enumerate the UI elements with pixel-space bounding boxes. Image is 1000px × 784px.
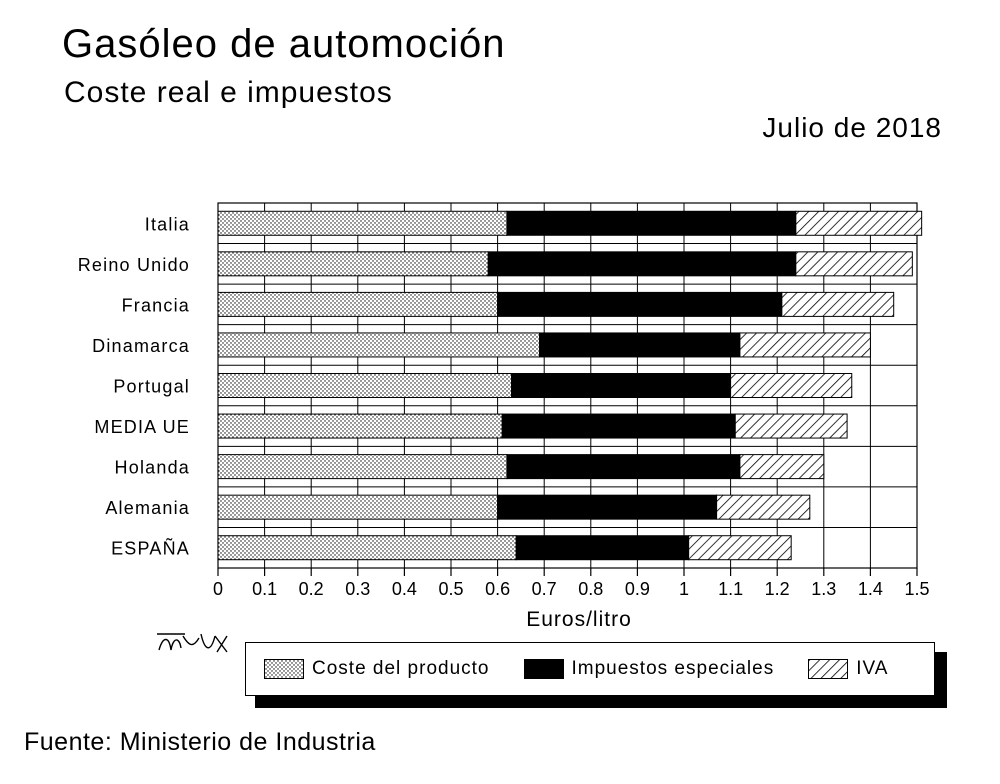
x-tick-label: 0.4 xyxy=(392,579,417,599)
x-tick-label: 0.5 xyxy=(438,579,463,599)
bar-segment-impuestos xyxy=(515,535,690,561)
bar-segment-coste xyxy=(217,413,503,439)
legend-label-iva: IVA xyxy=(856,658,889,679)
x-tick-label: 0.9 xyxy=(625,579,650,599)
bar-segment-impuestos xyxy=(497,494,718,520)
bar-segment-iva xyxy=(781,291,895,317)
source-note: Fuente: Ministerio de Industria xyxy=(24,728,376,756)
x-tick-label: 1 xyxy=(679,579,689,599)
category-label: Reino Unido xyxy=(78,255,190,275)
bar-segment-impuestos xyxy=(539,332,741,358)
legend-swatch-dotted xyxy=(264,659,304,679)
legend-label-impuestos: Impuestos especiales xyxy=(571,658,775,679)
x-tick-labels: 0 0.1 0.2 0.3 0.4 0.5 0.6 0.7 0.8 0.9 1 1.1 1.2 1.3 1.… xyxy=(213,579,930,599)
legend-label-coste: Coste del producto xyxy=(312,658,490,679)
category-label: MEDIA UE xyxy=(94,417,190,437)
legend-item-impuestos: Impuestos especiales xyxy=(523,658,775,680)
x-tick-label: 1.4 xyxy=(858,579,883,599)
x-tick-label: 0.6 xyxy=(485,579,510,599)
bar-chart: Italia Reino Unido Francia Dinamarca Portuga… xyxy=(78,202,930,631)
bar-segment-coste xyxy=(217,332,541,358)
signature-icon xyxy=(157,633,228,653)
bar-segment-iva xyxy=(739,454,825,480)
x-tick-label: 1.1 xyxy=(718,579,743,599)
bar-segment-iva xyxy=(795,210,923,236)
bar-segment-coste xyxy=(217,454,508,480)
bar-segment-coste xyxy=(217,210,508,236)
x-tick-label: 0.8 xyxy=(578,579,603,599)
bar-segment-iva xyxy=(730,373,853,398)
category-label: Holanda xyxy=(115,458,190,478)
bar-segment-iva xyxy=(739,332,871,358)
category-label: Alemania xyxy=(105,498,190,518)
legend: Coste del producto Impuestos especiales … xyxy=(245,642,935,696)
legend-item-coste: Coste del producto xyxy=(264,658,490,680)
bar-segment-impuestos xyxy=(506,454,741,480)
x-tick-label: 0.3 xyxy=(345,579,370,599)
x-tick-label: 0 xyxy=(213,579,223,599)
bar-segment-iva xyxy=(716,494,811,520)
bar-segment-coste xyxy=(217,373,513,398)
chart-subtitle: Coste real e impuestos xyxy=(64,76,393,109)
category-label: Italia xyxy=(145,214,190,234)
x-tick-label: 0.1 xyxy=(252,579,277,599)
x-tick-label: 0.2 xyxy=(299,579,324,599)
category-label: Dinamarca xyxy=(92,336,190,356)
x-tick-label: 1.5 xyxy=(904,579,929,599)
x-tick-label: 0.7 xyxy=(532,579,557,599)
bar-segment-coste xyxy=(217,291,499,317)
bar-segment-impuestos xyxy=(511,373,732,398)
bars xyxy=(217,210,923,561)
bar-segment-iva xyxy=(734,413,848,439)
category-label: Francia xyxy=(122,295,190,315)
chart-title: Gasóleo de automoción xyxy=(62,22,506,66)
bar-segment-coste xyxy=(217,494,499,520)
chart-date: Julio de 2018 xyxy=(762,112,942,143)
category-labels: Italia Reino Unido Francia Dinamarca Portuga… xyxy=(78,214,190,559)
bar-segment-impuestos xyxy=(487,251,797,277)
bar-segment-iva xyxy=(795,251,913,277)
category-label: Portugal xyxy=(113,377,190,397)
x-tick-label: 1.3 xyxy=(811,579,836,599)
x-tick-label: 1.2 xyxy=(765,579,790,599)
legend-swatch-hatched xyxy=(808,659,849,679)
bar-segment-impuestos xyxy=(497,291,783,317)
x-axis-label: Euros/litro xyxy=(526,608,632,631)
bar-segment-iva xyxy=(688,535,792,561)
bar-segment-coste xyxy=(217,251,489,277)
category-label: ESPAÑA xyxy=(111,538,190,559)
bar-segment-coste xyxy=(217,535,517,561)
legend-swatch-black xyxy=(523,659,564,679)
bar-segment-impuestos xyxy=(506,210,797,236)
legend-item-iva: IVA xyxy=(808,658,888,680)
bar-segment-impuestos xyxy=(501,413,736,439)
